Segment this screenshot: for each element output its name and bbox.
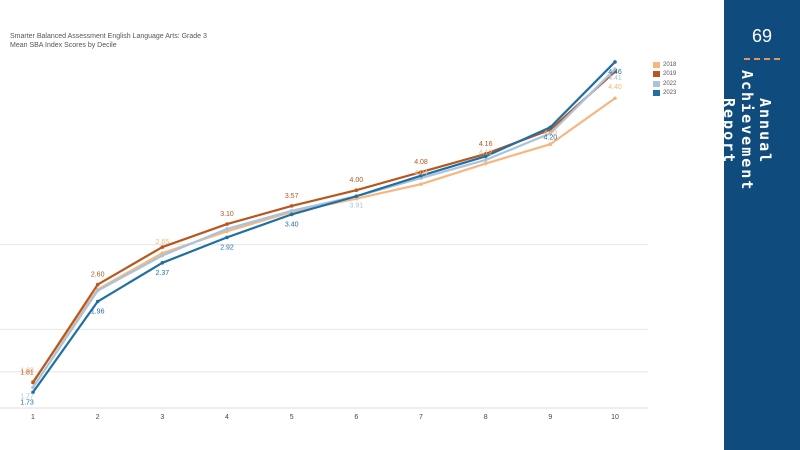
- data-point-2023-7: [419, 173, 423, 178]
- x-tick-label-4: 4: [225, 414, 229, 421]
- report-word-annual: Annual: [756, 97, 774, 164]
- data-label-2019-5: 3.57: [285, 193, 299, 200]
- x-tick-label-10: 10: [611, 414, 619, 421]
- data-point-2023-9: [548, 125, 553, 130]
- data-label-2023-4: 2.92: [220, 244, 234, 251]
- data-point-2023-4: [225, 235, 229, 240]
- legend-item-2018: 2018: [653, 60, 676, 70]
- x-tick-label-3: 3: [160, 414, 164, 421]
- data-point-2022-10: [613, 67, 617, 71]
- data-label-2019-8: 4.16: [479, 141, 493, 148]
- data-label-2018-7: 4.04: [414, 170, 428, 177]
- data-label-2018-3: 2.65: [156, 239, 170, 246]
- data-point-2022-1: [31, 385, 35, 390]
- legend-swatch-2022: [653, 80, 660, 87]
- x-tick-label-1: 1: [31, 414, 35, 421]
- data-label-2018-10: 4.40: [608, 84, 622, 91]
- data-point-2023-10: [613, 60, 617, 64]
- legend-swatch-2023: [653, 90, 660, 97]
- legend-label-2018: 2018: [663, 61, 677, 68]
- data-point-2018-10: [613, 96, 617, 101]
- report-word-achievement: Achievement: [738, 70, 756, 192]
- data-point-2022-9: [548, 131, 553, 136]
- data-point-2018-7: [419, 182, 423, 186]
- data-point-2022-2: [95, 288, 100, 293]
- data-label-2023-9: 4.20: [544, 134, 558, 141]
- chart-legend: 2018 2019 2022 2023: [653, 60, 676, 98]
- data-point-2019-7: [419, 170, 423, 174]
- data-point-2022-8: [483, 158, 488, 162]
- sidebar: 69 Annual Achievement Report: [720, 0, 800, 450]
- legend-item-2023: 2023: [653, 89, 676, 99]
- chart-titles: Smarter Balanced Assessment English Lang…: [10, 32, 207, 50]
- data-label-2023-2: 1.96: [91, 309, 105, 316]
- data-point-2018-9: [548, 142, 553, 147]
- data-point-2023-2: [95, 299, 100, 304]
- series-line-2023: [32, 61, 616, 393]
- data-point-2018-8: [483, 161, 488, 166]
- x-tick-label-5: 5: [290, 414, 294, 421]
- data-point-2019-4: [225, 222, 229, 226]
- x-tick-label-6: 6: [354, 414, 358, 421]
- legend-label-2022: 2022: [663, 80, 677, 87]
- legend-swatch-2019: [653, 71, 660, 78]
- legend-label-2019: 2019: [663, 71, 677, 78]
- legend-swatch-2018: [653, 61, 660, 68]
- data-point-2023-6: [354, 194, 359, 199]
- series-line-2018: [32, 97, 616, 383]
- line-chart: 1 2 3 4 5 6 7 8 9 10 1.82 2.65 4.04 4.12 4.20 4.40 1.81 2…: [0, 60, 648, 421]
- chart-subtitle: Mean SBA Index Scores by Decile: [10, 42, 117, 49]
- data-point-2022-3: [160, 253, 165, 258]
- data-label-2018-1: 1.82: [20, 367, 34, 374]
- x-tick-label-7: 7: [419, 414, 423, 421]
- data-label-2022-6: 3.91: [350, 202, 364, 209]
- data-label-2023-3: 2.37: [156, 270, 170, 277]
- data-label-2019-2: 2.60: [91, 272, 105, 279]
- data-point-2019-1: [31, 380, 35, 385]
- data-point-2023-5: [289, 212, 294, 217]
- series-line-2022: [32, 68, 616, 389]
- data-label-2018-8: 4.12: [479, 150, 493, 157]
- data-label-2022-1: 1.77: [20, 393, 34, 400]
- data-label-2019-7: 4.08: [414, 159, 428, 166]
- data-point-2023-8: [483, 154, 488, 159]
- data-label-2018-9: 4.20: [544, 130, 558, 137]
- report-title-vertical: Annual Achievement Report: [720, 70, 774, 217]
- x-tick-label-9: 9: [548, 414, 552, 421]
- page-number: 69: [751, 26, 773, 46]
- data-label-2019-1: 1.81: [20, 370, 34, 377]
- x-tick-label-8: 8: [484, 414, 488, 421]
- data-label-2023-1: 1.73: [20, 399, 34, 406]
- data-point-2019-5: [289, 204, 294, 208]
- data-point-2023-1: [31, 390, 35, 395]
- legend-item-2022: 2022: [653, 79, 676, 89]
- chart-title: Smarter Balanced Assessment English Lang…: [10, 33, 207, 40]
- data-label-2023-10: 4.46: [608, 69, 622, 76]
- accent-divider: [744, 58, 780, 60]
- data-point-2019-3: [160, 245, 165, 249]
- legend-item-2019: 2019: [653, 70, 676, 80]
- data-point-2019-2: [95, 282, 100, 287]
- series-line-2019: [32, 70, 616, 384]
- x-tick-label-2: 2: [96, 414, 100, 421]
- data-point-2019-6: [354, 188, 359, 192]
- legend-label-2023: 2023: [663, 90, 677, 97]
- data-label-2022-10: 4.41: [608, 75, 622, 82]
- data-point-2022-5: [289, 208, 294, 213]
- report-word-report: Report: [720, 97, 738, 164]
- data-point-2022-4: [225, 227, 229, 231]
- data-label-2023-5: 3.40: [285, 221, 299, 228]
- data-label-2019-4: 3.10: [220, 211, 234, 218]
- data-label-2019-6: 4.00: [350, 177, 364, 184]
- data-point-2023-3: [160, 261, 165, 265]
